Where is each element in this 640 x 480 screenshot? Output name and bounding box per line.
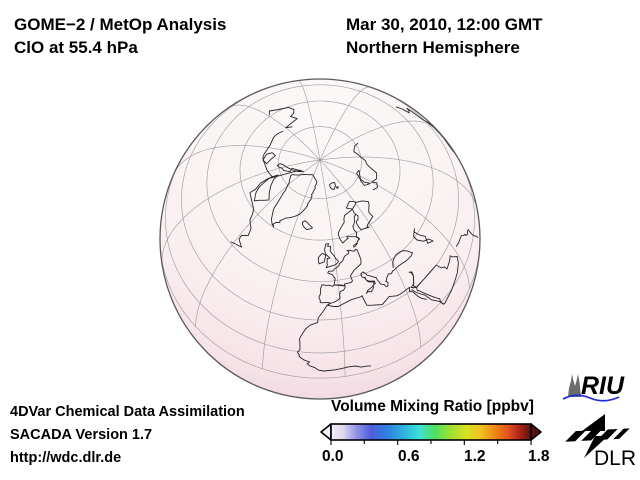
svg-text:DLR: DLR	[594, 447, 636, 470]
svg-text:RIU: RIU	[581, 372, 625, 400]
